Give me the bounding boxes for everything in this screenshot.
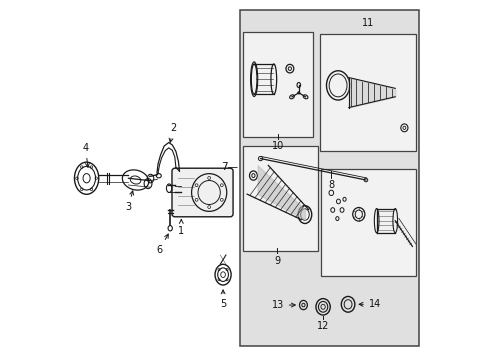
- Text: 9: 9: [274, 256, 280, 266]
- Bar: [243, 32, 312, 137]
- FancyBboxPatch shape: [172, 168, 233, 217]
- Text: 4: 4: [82, 143, 89, 167]
- Ellipse shape: [297, 92, 299, 94]
- Bar: [319, 33, 415, 152]
- Text: 10: 10: [272, 141, 284, 152]
- Text: 7—: 7—: [221, 162, 238, 172]
- Bar: [240, 10, 418, 346]
- Text: 3: 3: [125, 191, 133, 212]
- Text: 2: 2: [169, 123, 176, 142]
- Text: 6: 6: [156, 234, 168, 255]
- Text: 11: 11: [361, 18, 373, 28]
- Text: 1: 1: [178, 220, 184, 236]
- Text: 13: 13: [271, 300, 295, 310]
- Text: 5: 5: [220, 290, 226, 309]
- Bar: [243, 146, 318, 251]
- Text: 14: 14: [358, 299, 380, 309]
- Text: 8: 8: [327, 180, 333, 190]
- Text: 12: 12: [316, 321, 328, 331]
- Bar: [321, 169, 415, 276]
